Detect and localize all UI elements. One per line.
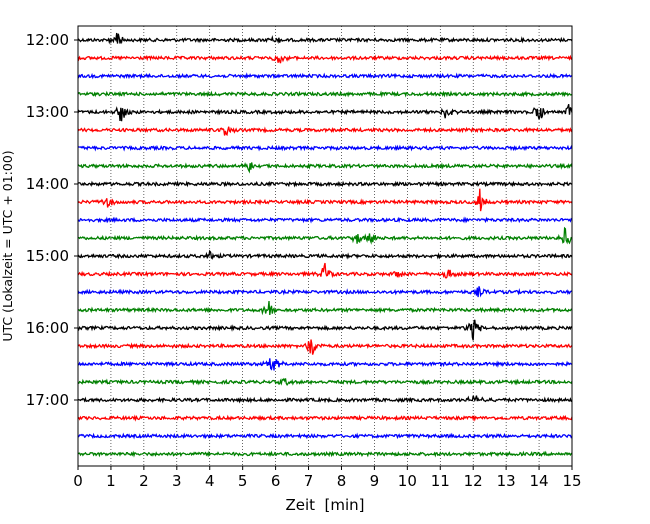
x-tick-label: 10	[398, 472, 417, 490]
trace-1600	[77, 319, 573, 341]
y-axis-label: UTC (Lokalzeit = UTC + 01:00)	[0, 150, 15, 341]
y-tick-label: 15:00	[26, 247, 69, 265]
x-tick-label: 8	[337, 472, 347, 490]
trace-1215	[77, 54, 573, 64]
trace-1630	[78, 358, 573, 371]
x-tick-label: 6	[271, 472, 281, 490]
y-tick-label: 14:00	[26, 175, 69, 193]
trace-1500	[77, 249, 573, 260]
trace-1545	[77, 301, 573, 316]
y-axis: 12:00 13:00 14:00 15:00 16:00 17:00	[26, 31, 78, 409]
trace-1230	[77, 72, 573, 80]
x-tick-label: 11	[431, 472, 450, 490]
x-tick-label: 15	[562, 472, 581, 490]
x-axis: 0 1 2 3 4 5 6 7 8 9 10 11 12 13 14 15	[73, 466, 582, 490]
trace-1515	[77, 262, 573, 279]
x-tick-label: 12	[464, 472, 483, 490]
trace-1445	[77, 226, 573, 245]
x-tick-label: 4	[205, 472, 215, 490]
x-tick-label: 5	[238, 472, 248, 490]
trace-1415	[77, 188, 573, 212]
trace-1315	[77, 126, 573, 137]
trace-1245	[77, 90, 573, 98]
x-tick-label: 13	[497, 472, 516, 490]
trace-1345	[77, 162, 573, 174]
trace-1300	[77, 104, 573, 122]
trace-1400	[77, 180, 573, 188]
trace-1200	[77, 32, 573, 45]
plot-frame	[77, 25, 573, 467]
trace-1700	[77, 395, 573, 404]
trace-1330	[77, 144, 573, 152]
y-tick-label: 17:00	[26, 391, 69, 409]
trace-1645	[77, 377, 573, 386]
y-tick-label: 12:00	[26, 31, 69, 49]
x-tick-label: 9	[370, 472, 380, 490]
y-tick-label: 13:00	[26, 103, 69, 121]
trace-1430	[77, 216, 573, 224]
x-tick-label: 2	[139, 472, 149, 490]
x-tick-label: 3	[172, 472, 182, 490]
trace-1530	[77, 286, 573, 298]
trace-1615	[77, 339, 573, 355]
x-tick-label: 0	[73, 472, 83, 490]
trace-layer	[77, 32, 573, 458]
x-tick-label: 1	[106, 472, 116, 490]
grid-layer	[110, 26, 540, 466]
x-tick-label: 14	[530, 472, 549, 490]
plot-background	[78, 26, 572, 466]
x-tick-label: 7	[304, 472, 314, 490]
trace-1715	[77, 414, 573, 422]
y-tick-label: 16:00	[26, 319, 69, 337]
x-axis-label: Zeit [min]	[285, 496, 364, 514]
trace-1745	[77, 450, 573, 458]
trace-1730	[77, 432, 573, 440]
